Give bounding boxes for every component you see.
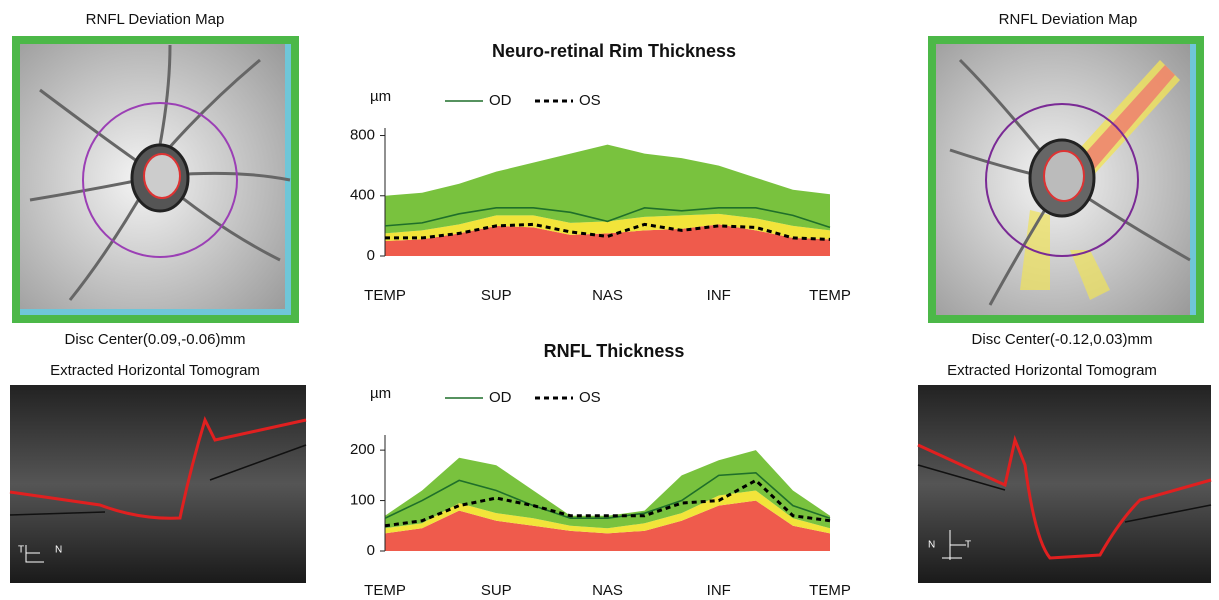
panel-title: RNFL Deviation Map — [999, 11, 1138, 28]
chart-title: Neuro-retinal Rim Thickness — [492, 41, 736, 61]
x-tick-label: TEMP — [809, 582, 851, 599]
tomogram-image — [9, 385, 307, 583]
disc-center: Disc Center(0.09,-0.06)mm — [65, 331, 246, 348]
orientation-label: T — [965, 540, 971, 551]
x-tick-label: TEMP — [809, 287, 851, 304]
tomogram-title: Extracted Horizontal Tomogram — [50, 362, 260, 379]
fundus-image — [12, 36, 299, 323]
series-line — [384, 478, 831, 528]
tomogram-title: Extracted Horizontal Tomogram — [947, 362, 1157, 379]
y-tick-label: 400 — [350, 187, 375, 204]
series-line — [384, 472, 831, 520]
y-axis-label: µm — [370, 385, 391, 402]
y-tick-label: 200 — [350, 441, 375, 458]
x-tick-label: SUP — [481, 582, 512, 599]
x-tick-label: TEMP — [364, 582, 406, 599]
orientation-label: T — [18, 545, 24, 556]
y-tick-label: 800 — [350, 126, 375, 143]
chart-title: RNFL Thickness — [544, 341, 685, 361]
x-tick-label: INF — [707, 582, 731, 599]
legend-label: OD — [489, 92, 512, 109]
legend-label: OS — [579, 389, 601, 406]
norm-band — [385, 450, 830, 529]
x-tick-label: NAS — [592, 582, 623, 599]
norm-band — [385, 500, 830, 551]
x-tick-label: TEMP — [364, 287, 406, 304]
x-tick-label: SUP — [481, 287, 512, 304]
y-tick-label: 0 — [367, 542, 375, 559]
tomogram-image — [917, 385, 1212, 583]
legend-label: OS — [579, 92, 601, 109]
y-tick-label: 0 — [367, 247, 375, 264]
series-line — [384, 207, 831, 229]
y-tick-label: 100 — [350, 492, 375, 509]
orientation-label: N — [928, 540, 935, 551]
x-tick-label: INF — [707, 287, 731, 304]
legend-label: OD — [489, 389, 512, 406]
norm-band — [385, 144, 830, 234]
fundus-image — [928, 36, 1204, 323]
x-tick-label: NAS — [592, 287, 623, 304]
y-axis-label: µm — [370, 88, 391, 105]
disc-center: Disc Center(-0.12,0.03)mm — [972, 331, 1153, 348]
orientation-label: N — [55, 545, 62, 556]
series-line — [385, 222, 831, 241]
panel-title: RNFL Deviation Map — [86, 11, 225, 28]
norm-band — [385, 213, 830, 241]
norm-band — [385, 224, 830, 256]
